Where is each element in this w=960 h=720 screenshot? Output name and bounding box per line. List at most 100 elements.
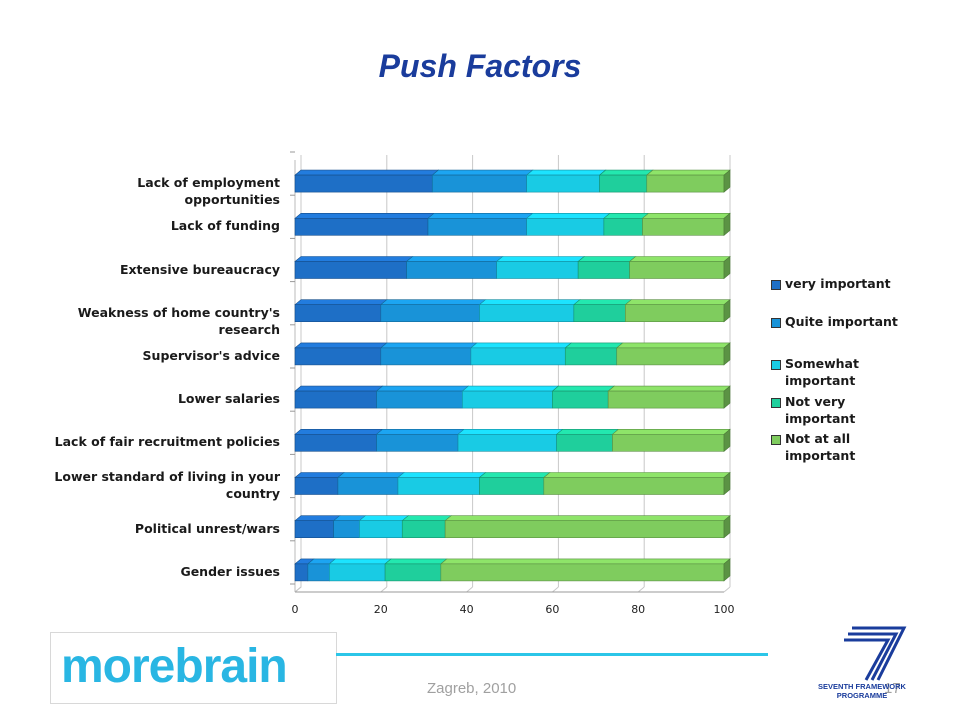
- bar-segment: [333, 520, 360, 539]
- category-label: Political unrest/wars: [134, 520, 280, 536]
- bar-segment-top: [555, 428, 620, 435]
- bar-segment-top: [615, 342, 731, 349]
- slide-title: Push Factors: [378, 48, 582, 84]
- x-tick-label: 40: [460, 603, 474, 616]
- category-label: Weakness of home country's research: [77, 304, 280, 337]
- bar-segment-top: [294, 385, 384, 392]
- gridline-floor: [466, 586, 473, 593]
- bar-segment-top: [461, 385, 560, 392]
- bar-segment: [376, 433, 459, 452]
- bar-side-face: [723, 299, 731, 323]
- bar-segment: [526, 218, 605, 236]
- bar-segment: [479, 477, 545, 495]
- bar-segment: [543, 477, 725, 495]
- bar-segment-top: [577, 256, 637, 262]
- bar-segment-top: [379, 342, 478, 349]
- category-label: Lack of funding: [170, 218, 280, 234]
- gridline-floor: [294, 586, 302, 593]
- bar-side-face: [723, 558, 731, 582]
- bar-segment: [337, 477, 399, 495]
- category-label: Lack of employment opportunities: [137, 175, 280, 208]
- bar-segment: [431, 174, 527, 193]
- bar-segment-top: [542, 472, 731, 478]
- bar-segment-top: [573, 299, 633, 306]
- category-label: Supervisor's advice: [142, 347, 280, 363]
- bar-segment: [457, 433, 557, 452]
- bar-segment-top: [294, 472, 345, 478]
- bar-segment: [556, 433, 613, 452]
- legend-label: very important: [785, 276, 891, 291]
- bar-segment: [380, 304, 480, 323]
- morebrain-logo-text: morebrain: [61, 640, 288, 693]
- bar-segment: [329, 563, 386, 582]
- bar-segment: [427, 218, 527, 236]
- bar-segment-top: [294, 515, 341, 522]
- bar-segment-top: [337, 472, 405, 478]
- category-label: Extensive bureaucracy: [119, 261, 280, 277]
- legend-label: Not at all important: [785, 431, 856, 463]
- legend-swatch: [771, 318, 781, 328]
- bar-side-face: [723, 385, 731, 409]
- bar-segment-top: [478, 472, 551, 478]
- bar-segment-top: [405, 256, 504, 262]
- bar-segment: [642, 218, 725, 236]
- bar-segment: [380, 347, 472, 366]
- bar-segment: [376, 390, 463, 409]
- category-label: Lack of fair recruitment policies: [54, 434, 280, 450]
- bar-segment: [599, 174, 648, 193]
- bar-segment: [406, 261, 497, 279]
- legend-label: Quite important: [785, 314, 898, 329]
- bar-segment: [294, 174, 433, 193]
- bar-segment: [470, 347, 566, 366]
- bar-segment: [397, 477, 480, 495]
- bar-segment-top: [440, 558, 731, 565]
- bar-segment-top: [607, 385, 731, 392]
- legend-swatch: [771, 435, 781, 445]
- bar-segment-top: [397, 472, 487, 478]
- fp7-logo-text: SEVENTH FRAMEWORK PROGRAMME: [818, 682, 906, 700]
- bar-segment-top: [294, 256, 414, 262]
- legend-label: Not very important: [785, 394, 856, 426]
- legend-swatch: [771, 360, 781, 370]
- bar-segment-top: [294, 299, 388, 306]
- bar-segment-top: [525, 169, 607, 176]
- bar-segment-top: [294, 428, 384, 435]
- fp7-emblem-icon: [844, 626, 907, 681]
- bar-segment-top: [525, 213, 611, 219]
- gridline-floor: [552, 586, 559, 593]
- bar-segment: [612, 433, 725, 452]
- bar-segment-top: [641, 213, 731, 219]
- bar-side-face: [723, 515, 731, 539]
- bar-segment: [444, 520, 725, 539]
- bar-segment: [294, 433, 377, 452]
- bar-segment: [625, 304, 725, 323]
- bar-segment-top: [603, 213, 650, 219]
- x-tick-label: 60: [545, 603, 559, 616]
- bar-segment: [552, 390, 609, 409]
- bar-segment-top: [628, 256, 731, 262]
- category-label: Lower salaries: [177, 391, 280, 407]
- bar-segment: [577, 261, 630, 279]
- bar-segment-top: [375, 428, 465, 435]
- bar-segment-top: [645, 169, 731, 176]
- legend-swatch: [771, 280, 781, 290]
- bar-segment: [607, 390, 725, 409]
- legend-swatch: [771, 398, 781, 408]
- bar-segment-top: [328, 558, 392, 565]
- morebrain-logo: morebrain: [50, 632, 337, 704]
- gridline-floor: [637, 586, 645, 593]
- bar-segment-top: [431, 169, 534, 176]
- bar-segment-top: [478, 299, 581, 306]
- bar-segment: [384, 563, 442, 582]
- bar-segment: [479, 304, 575, 323]
- bar-segment-top: [564, 342, 624, 349]
- bar-segment-top: [358, 515, 410, 522]
- bar-segment: [603, 218, 643, 236]
- bar-segment-top: [379, 299, 487, 306]
- bar-segment: [307, 563, 330, 582]
- bar-segment: [616, 347, 725, 366]
- bar-segment: [294, 347, 382, 366]
- bar-segment: [629, 261, 725, 279]
- page-number: 17: [884, 680, 901, 697]
- bar-segment: [359, 520, 403, 539]
